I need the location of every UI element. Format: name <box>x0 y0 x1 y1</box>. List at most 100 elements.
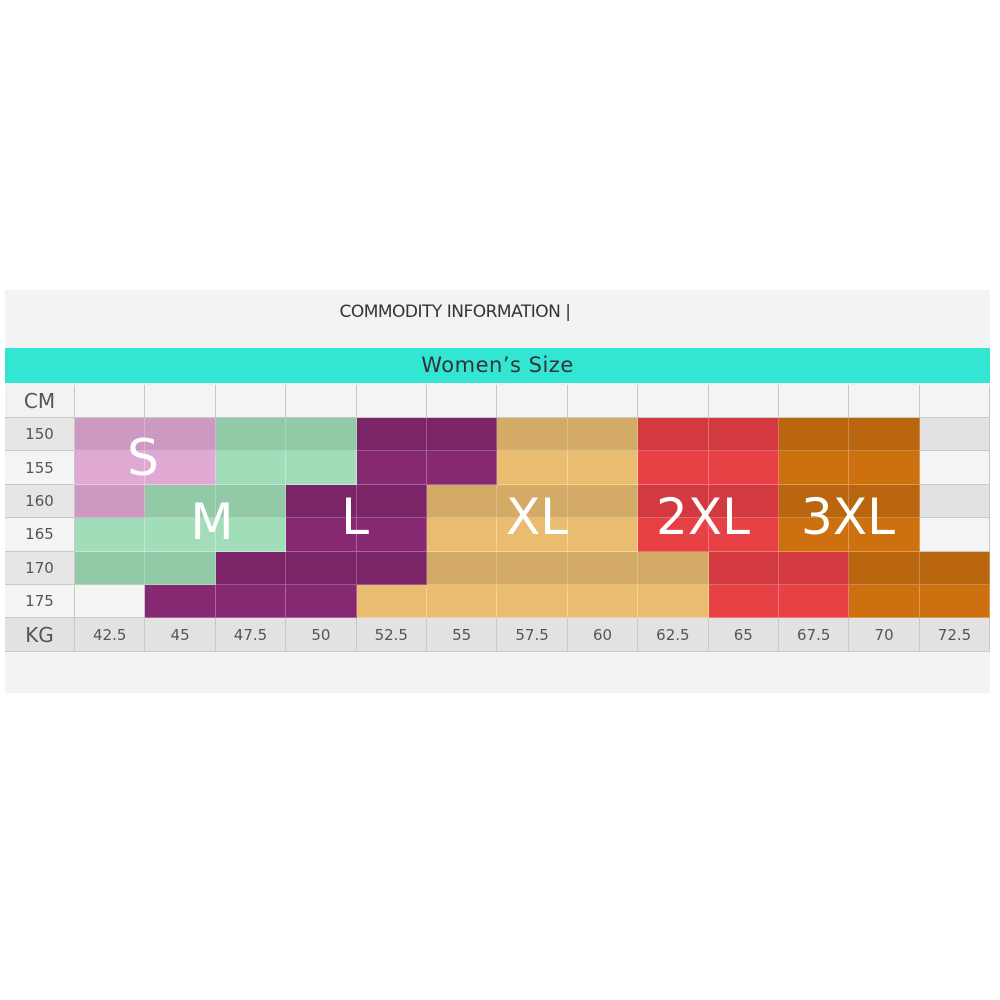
height-label: 160 <box>5 484 75 519</box>
header-cell <box>145 385 216 418</box>
weight-label: 50 <box>286 618 357 653</box>
size-cell <box>427 484 498 519</box>
weight-label: 60 <box>567 618 639 653</box>
size-cell <box>427 418 498 452</box>
size-cell <box>638 585 709 619</box>
size-cell <box>497 451 568 485</box>
size-cell <box>567 551 639 585</box>
size-cell <box>849 484 920 519</box>
size-cell <box>497 518 568 552</box>
header-cell <box>356 385 427 418</box>
header-cell <box>567 385 639 418</box>
size-cell <box>215 418 287 452</box>
size-cell <box>919 418 991 452</box>
size-cell <box>567 451 639 485</box>
size-cell <box>779 585 850 619</box>
size-cell <box>708 484 779 519</box>
size-cell <box>638 551 709 585</box>
size-cell <box>75 518 146 552</box>
height-label: 155 <box>5 451 75 485</box>
size-cell <box>849 418 920 452</box>
weight-label: 57.5 <box>497 618 568 653</box>
size-cell <box>779 551 850 585</box>
height-label: 175 <box>5 585 75 619</box>
size-cell <box>356 551 427 585</box>
weight-label: 67.5 <box>779 618 850 653</box>
size-cell <box>356 418 427 452</box>
size-cell <box>215 518 287 552</box>
height-label: 165 <box>5 518 75 552</box>
size-label: 2XL <box>656 488 750 546</box>
size-cell <box>497 418 568 452</box>
title: COMMODITY INFORMATION | <box>339 302 571 322</box>
size-cell <box>919 518 991 552</box>
size-cell <box>708 551 779 585</box>
size-cell <box>145 451 216 485</box>
size-cell <box>427 451 498 485</box>
banner: Women’s Size <box>5 348 990 383</box>
header-cell <box>849 385 920 418</box>
size-cell <box>427 518 498 552</box>
weight-label: 72.5 <box>919 618 991 653</box>
size-cell <box>919 451 991 485</box>
size-cell <box>779 418 850 452</box>
size-cell <box>215 551 287 585</box>
size-label: XL <box>505 488 569 546</box>
size-cell <box>145 418 216 452</box>
size-cell <box>849 451 920 485</box>
weight-label: 55 <box>427 618 498 653</box>
size-cell <box>356 451 427 485</box>
size-label: M <box>190 493 234 551</box>
size-cell <box>708 585 779 619</box>
size-cell <box>497 484 568 519</box>
size-cell <box>215 484 287 519</box>
header-cell <box>919 385 991 418</box>
size-cell <box>286 585 357 619</box>
weight-label: 42.5 <box>75 618 146 653</box>
weight-label: 47.5 <box>215 618 287 653</box>
size-cell <box>919 484 991 519</box>
size-cell <box>75 418 146 452</box>
weight-label: 52.5 <box>356 618 427 653</box>
size-cell <box>286 418 357 452</box>
size-cell <box>286 518 357 552</box>
weight-label: 62.5 <box>638 618 709 653</box>
header-cell <box>779 385 850 418</box>
size-cell <box>638 418 709 452</box>
size-cell <box>779 451 850 485</box>
size-cell <box>638 451 709 485</box>
size-cell <box>849 551 920 585</box>
size-label: 3XL <box>801 488 895 546</box>
header-cell <box>497 385 568 418</box>
size-cell <box>708 451 779 485</box>
header-cell <box>75 385 146 418</box>
weight-label: 45 <box>145 618 216 653</box>
header-cell <box>215 385 287 418</box>
size-cell <box>497 585 568 619</box>
size-cell <box>75 585 146 619</box>
size-cell <box>708 518 779 552</box>
size-label: L <box>341 488 369 546</box>
size-cell <box>427 585 498 619</box>
size-cell <box>356 585 427 619</box>
size-cell <box>75 484 146 519</box>
header-cell <box>708 385 779 418</box>
size-cell <box>427 551 498 585</box>
size-cell <box>919 551 991 585</box>
weight-label: 70 <box>849 618 920 653</box>
size-cell <box>497 551 568 585</box>
size-cell <box>145 585 216 619</box>
size-cell <box>567 418 639 452</box>
size-cell <box>849 518 920 552</box>
size-cell <box>567 484 639 519</box>
size-cell <box>638 518 709 552</box>
size-cell <box>145 551 216 585</box>
size-cell <box>75 551 146 585</box>
size-cell <box>779 518 850 552</box>
weight-label: 65 <box>708 618 779 653</box>
size-cell <box>567 585 639 619</box>
weight-header: KG <box>5 618 75 653</box>
size-cell <box>145 518 216 552</box>
size-cell <box>75 451 146 485</box>
